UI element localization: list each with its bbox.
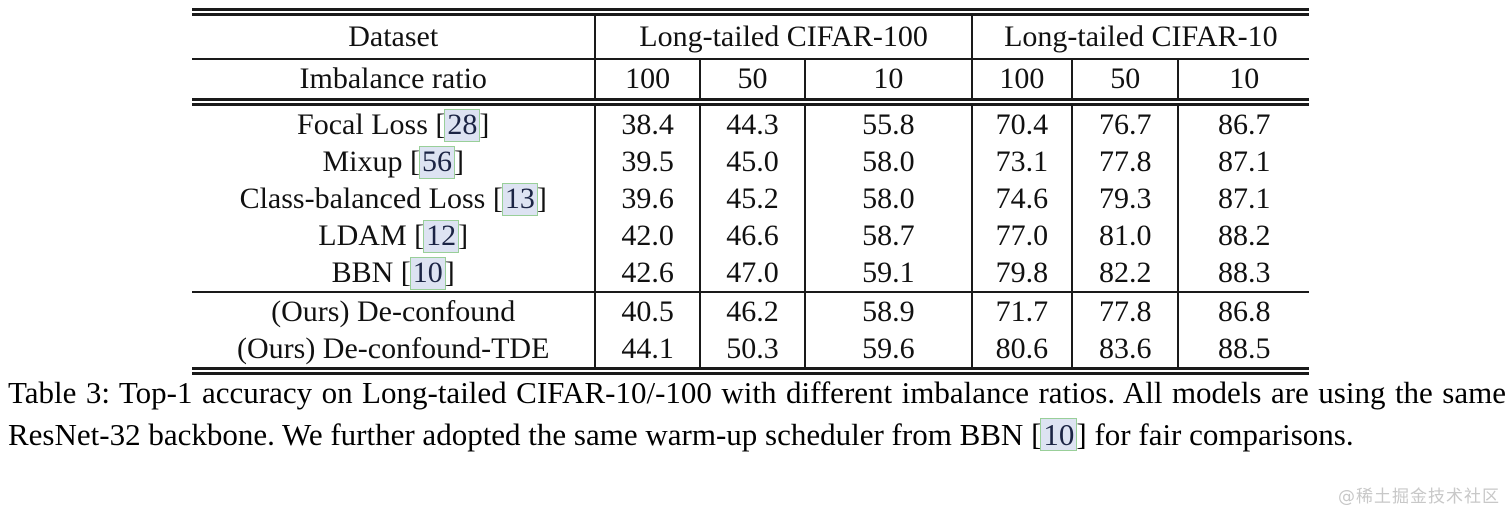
- method-cell: Focal Loss [28]: [297, 108, 490, 142]
- ratio-header-cell: 100: [594, 59, 700, 106]
- value-cell: 71.7: [970, 292, 1073, 330]
- value-cell: 80.6: [970, 330, 1073, 371]
- dataset-header-label: Dataset: [192, 12, 596, 60]
- value-cell: 83.6: [1071, 330, 1179, 371]
- method-cell: (Ours) De-confound-TDE: [237, 332, 550, 365]
- value-cell: 86.7: [1177, 102, 1309, 143]
- value-cell: 39.5: [594, 143, 700, 180]
- value-cell: 46.2: [698, 292, 806, 330]
- value-cell: 70.4: [970, 102, 1073, 143]
- table-row: Mixup [56] 39.5 45.0 58.0 73.1 77.8 87.1: [192, 143, 1309, 180]
- value-cell: 77.0: [970, 217, 1073, 254]
- value-cell: 58.0: [804, 180, 972, 217]
- watermark: @稀土掘金技术社区: [1338, 487, 1500, 507]
- citation-link-10[interactable]: 10: [409, 257, 446, 290]
- caption-bracket-close: ]: [1076, 416, 1087, 452]
- table-row: Class-balanced Loss [13] 39.6 45.2 58.0 74.6…: [192, 180, 1309, 217]
- value-cell: 38.4: [594, 102, 700, 143]
- ratio-header-cell: 10: [1177, 59, 1309, 106]
- value-cell: 58.0: [804, 143, 972, 180]
- value-cell: 55.8: [804, 102, 972, 143]
- ratio-header-cell: 100: [970, 59, 1073, 106]
- value-cell: 88.2: [1177, 217, 1309, 254]
- caption-bracket-open: [: [1031, 416, 1042, 452]
- value-cell: 88.5: [1177, 330, 1309, 371]
- value-cell: 59.1: [804, 254, 972, 293]
- caption-text-after: for fair comparisons.: [1086, 416, 1354, 452]
- method-cell: Mixup [56]: [322, 145, 464, 179]
- table-row: (Ours) De-confound 40.5 46.2 58.9 71.7 77.8 86…: [192, 292, 1309, 330]
- ratio-header-cell: 50: [698, 59, 806, 106]
- value-cell: 74.6: [970, 180, 1073, 217]
- citation-link-13[interactable]: 13: [501, 183, 538, 216]
- imbalance-ratio-label: Imbalance ratio: [192, 59, 596, 106]
- table-row: (Ours) De-confound-TDE 44.1 50.3 59.6 80.6 83…: [192, 330, 1309, 371]
- value-cell: 40.5: [594, 292, 700, 330]
- table-caption: Table 3: Top-1 accuracy on Long-tailed C…: [8, 372, 1506, 455]
- value-cell: 77.8: [1071, 292, 1179, 330]
- method-cell: (Ours) De-confound: [271, 295, 516, 328]
- value-cell: 39.6: [594, 180, 700, 217]
- value-cell: 81.0: [1071, 217, 1179, 254]
- method-cell: LDAM [12]: [318, 219, 469, 253]
- value-cell: 87.1: [1177, 180, 1309, 217]
- table-row: BBN [10] 42.6 47.0 59.1 79.8 82.2 88.3: [192, 254, 1309, 293]
- value-cell: 73.1: [970, 143, 1073, 180]
- value-cell: 79.3: [1071, 180, 1179, 217]
- value-cell: 44.1: [594, 330, 700, 371]
- method-cell: Class-balanced Loss [13]: [239, 182, 547, 216]
- value-cell: 79.8: [970, 254, 1073, 293]
- value-cell: 47.0: [698, 254, 806, 293]
- value-cell: 59.6: [804, 330, 972, 371]
- value-cell: 42.6: [594, 254, 700, 293]
- value-cell: 86.8: [1177, 292, 1309, 330]
- value-cell: 42.0: [594, 217, 700, 254]
- results-table: Dataset Long-tailed CIFAR-100 Long-taile…: [192, 8, 1309, 375]
- value-cell: 45.2: [698, 180, 806, 217]
- table-row: Focal Loss [28] 38.4 44.3 55.8 70.4 76.7 86.7: [192, 102, 1309, 143]
- value-cell: 45.0: [698, 143, 806, 180]
- value-cell: 46.6: [698, 217, 806, 254]
- citation-link-10[interactable]: 10: [1040, 417, 1078, 452]
- value-cell: 87.1: [1177, 143, 1309, 180]
- citation-link-56[interactable]: 56: [418, 146, 455, 179]
- value-cell: 76.7: [1071, 102, 1179, 143]
- header-row-imbalance-ratio: Imbalance ratio 100 50 10 100 50 10: [192, 59, 1309, 106]
- method-cell: BBN [10]: [192, 254, 596, 293]
- ratio-header-cell: 50: [1071, 59, 1179, 106]
- value-cell: 82.2: [1071, 254, 1179, 293]
- value-cell: 58.7: [804, 217, 972, 254]
- value-cell: 58.9: [804, 292, 972, 330]
- ratio-header-cell: 10: [804, 59, 972, 106]
- header-row-dataset: Dataset Long-tailed CIFAR-100 Long-taile…: [192, 12, 1309, 60]
- value-cell: 50.3: [698, 330, 806, 371]
- value-cell: 88.3: [1177, 254, 1309, 293]
- group-header-cifar100: Long-tailed CIFAR-100: [594, 12, 972, 60]
- citation-link-28[interactable]: 28: [444, 109, 481, 142]
- value-cell: 77.8: [1071, 143, 1179, 180]
- table-row: LDAM [12] 42.0 46.6 58.7 77.0 81.0 88.2: [192, 217, 1309, 254]
- caption-text-before: Table 3: Top-1 accuracy on Long-tailed C…: [8, 375, 1506, 452]
- value-cell: 44.3: [698, 102, 806, 143]
- table-body: Focal Loss [28] 38.4 44.3 55.8 70.4 76.7 86.7 M…: [192, 102, 1309, 371]
- group-header-cifar10: Long-tailed CIFAR-10: [970, 12, 1309, 60]
- citation-link-12[interactable]: 12: [423, 220, 460, 253]
